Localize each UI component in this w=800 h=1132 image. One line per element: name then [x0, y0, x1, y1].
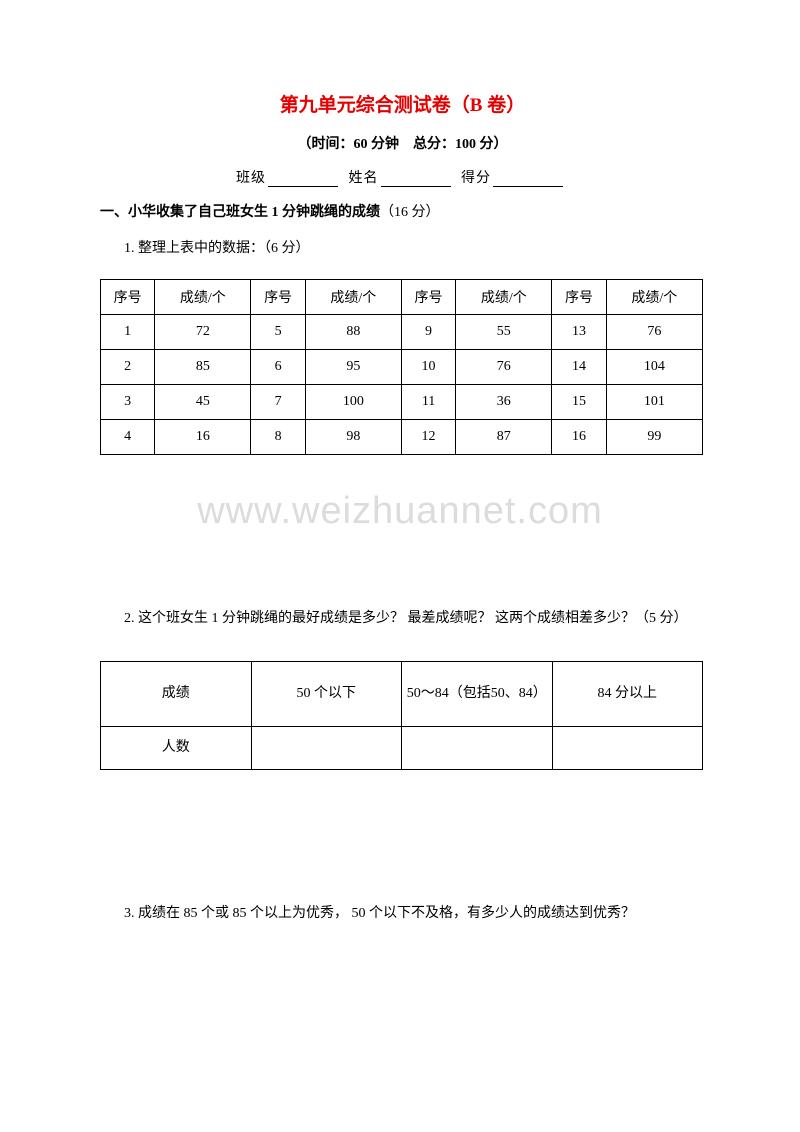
section-heading: 一、小华收集了自己班女生 1 分钟跳绳的成绩（16 分）	[100, 201, 705, 221]
info-line: 班级 姓名 得分	[100, 167, 705, 187]
table-cell: 72	[155, 315, 251, 350]
table-cell: 16	[155, 420, 251, 455]
table-cell: 101	[606, 385, 702, 420]
table-row: 成绩 50 个以下 50～84（包括50、84） 84 分以上	[101, 662, 703, 727]
table-row: 3457100113615101	[101, 385, 703, 420]
range-header-score: 成绩	[101, 662, 252, 727]
table-cell: 104	[606, 350, 702, 385]
table-cell: 85	[155, 350, 251, 385]
table-cell: 14	[552, 350, 606, 385]
table-header-cell: 成绩/个	[456, 280, 552, 315]
range-cell-empty	[402, 727, 553, 770]
question-2: 2. 这个班女生 1 分钟跳绳的最好成绩是多少？ 最差成绩呢？ 这两个成绩相差多…	[100, 605, 705, 633]
table-cell: 7	[251, 385, 305, 420]
table-cell: 4	[101, 420, 155, 455]
table-cell: 10	[401, 350, 455, 385]
table-header-cell: 成绩/个	[305, 280, 401, 315]
question-3: 3. 成绩在 85 个或 85 个以上为优秀， 50 个以下不及格，有多少人的成…	[100, 900, 705, 928]
scores-table: 序号成绩/个序号成绩/个序号成绩/个序号成绩/个 172588955137628…	[100, 279, 703, 455]
table-cell: 100	[305, 385, 401, 420]
table-cell: 9	[401, 315, 455, 350]
table-cell: 36	[456, 385, 552, 420]
table-cell: 6	[251, 350, 305, 385]
question-1: 1. 整理上表中的数据：（6 分）	[100, 235, 705, 263]
table-header-cell: 成绩/个	[155, 280, 251, 315]
range-header-below50: 50 个以下	[251, 662, 402, 727]
score-blank	[493, 172, 563, 187]
section-heading-points: （16 分）	[380, 205, 440, 220]
range-table: 成绩 50 个以下 50～84（包括50、84） 84 分以上 人数	[100, 661, 703, 770]
table-cell: 11	[401, 385, 455, 420]
class-label: 班级	[236, 171, 266, 186]
table-cell: 76	[606, 315, 702, 350]
table-header-cell: 序号	[552, 280, 606, 315]
section-heading-text: 一、小华收集了自己班女生 1 分钟跳绳的成绩	[100, 205, 380, 220]
table-row: 285695107614104	[101, 350, 703, 385]
table-row: 1725889551376	[101, 315, 703, 350]
range-count-label: 人数	[101, 727, 252, 770]
name-label: 姓名	[349, 171, 379, 186]
table-header-cell: 序号	[401, 280, 455, 315]
table-cell: 95	[305, 350, 401, 385]
table-header-cell: 成绩/个	[606, 280, 702, 315]
table-cell: 76	[456, 350, 552, 385]
range-cell-empty	[552, 727, 703, 770]
name-blank	[381, 172, 451, 187]
table-header-row: 序号成绩/个序号成绩/个序号成绩/个序号成绩/个	[101, 280, 703, 315]
range-cell-empty	[251, 727, 402, 770]
table-cell: 8	[251, 420, 305, 455]
page-subtitle: （时间：60 分钟 总分：100 分）	[100, 133, 705, 153]
table-cell: 55	[456, 315, 552, 350]
table-cell: 12	[401, 420, 455, 455]
table-cell: 45	[155, 385, 251, 420]
range-header-50-84: 50～84（包括50、84）	[402, 662, 553, 727]
table-cell: 99	[606, 420, 702, 455]
table-cell: 3	[101, 385, 155, 420]
table-row: 41689812871699	[101, 420, 703, 455]
table-header-cell: 序号	[101, 280, 155, 315]
page-title: 第九单元综合测试卷（B 卷）	[100, 90, 705, 117]
table-row: 人数	[101, 727, 703, 770]
table-cell: 1	[101, 315, 155, 350]
table-cell: 16	[552, 420, 606, 455]
table-cell: 5	[251, 315, 305, 350]
table-cell: 13	[552, 315, 606, 350]
table-cell: 2	[101, 350, 155, 385]
range-header-above84: 84 分以上	[552, 662, 703, 727]
table-header-cell: 序号	[251, 280, 305, 315]
score-label: 得分	[461, 171, 491, 186]
table-cell: 88	[305, 315, 401, 350]
table-cell: 87	[456, 420, 552, 455]
table-cell: 98	[305, 420, 401, 455]
class-blank	[268, 172, 338, 187]
table-cell: 15	[552, 385, 606, 420]
